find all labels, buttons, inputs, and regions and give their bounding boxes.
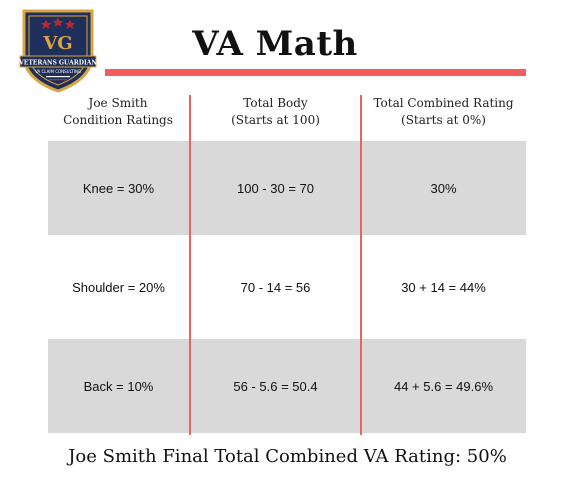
column-header-line: Total Combined Rating: [373, 96, 514, 110]
column-header-line: (Starts at 0%): [401, 113, 486, 127]
table-row: Knee = 30% 100 - 30 = 70 30%: [48, 141, 526, 235]
logo-line1: VETERANS GUARDIAN: [18, 60, 97, 67]
combined-cell: 44 + 5.6 = 49.6%: [393, 378, 494, 394]
total-body-cell: 56 - 5.6 = 50.4: [233, 378, 318, 394]
column-header-line: Joe Smith: [88, 96, 148, 110]
table-row: Back = 10% 56 - 5.6 = 50.4 44 + 5.6 = 49…: [48, 339, 526, 433]
condition-cell: Knee = 30%: [82, 180, 155, 196]
svg-text:VG: VG: [42, 33, 72, 54]
column-divider: [189, 95, 191, 435]
logo-line2: VA CLAIM CONSULTING: [35, 69, 81, 74]
column-header-line: Condition Ratings: [63, 113, 173, 127]
final-rating-summary: Joe Smith Final Total Combined VA Rating…: [68, 446, 507, 467]
veterans-guardian-logo: VG VETERANS GUARDIAN VA CLAIM CONSULTING: [16, 5, 100, 93]
column-header-combined: Total Combined Rating (Starts at 0%): [361, 95, 526, 129]
star-icon: [40, 17, 76, 29]
total-body-cell: 70 - 14 = 56: [240, 279, 311, 295]
column-header-line: Total Body: [243, 96, 308, 110]
combined-cell: 30%: [430, 180, 457, 196]
column-header-total-body: Total Body (Starts at 100): [190, 95, 361, 129]
table-row: Shoulder = 20% 70 - 14 = 56 30 + 14 = 44…: [48, 235, 526, 339]
condition-cell: Shoulder = 20%: [72, 279, 165, 295]
column-header-line: (Starts at 100): [231, 113, 320, 127]
title-underline: [105, 69, 526, 76]
condition-cell: Back = 10%: [83, 378, 154, 394]
column-divider: [360, 95, 362, 435]
page-title: VA Math: [192, 24, 358, 64]
total-body-cell: 100 - 30 = 70: [237, 180, 314, 196]
column-header-condition: Joe Smith Condition Ratings: [48, 95, 188, 129]
combined-cell: 30 + 14 = 44%: [401, 279, 486, 295]
